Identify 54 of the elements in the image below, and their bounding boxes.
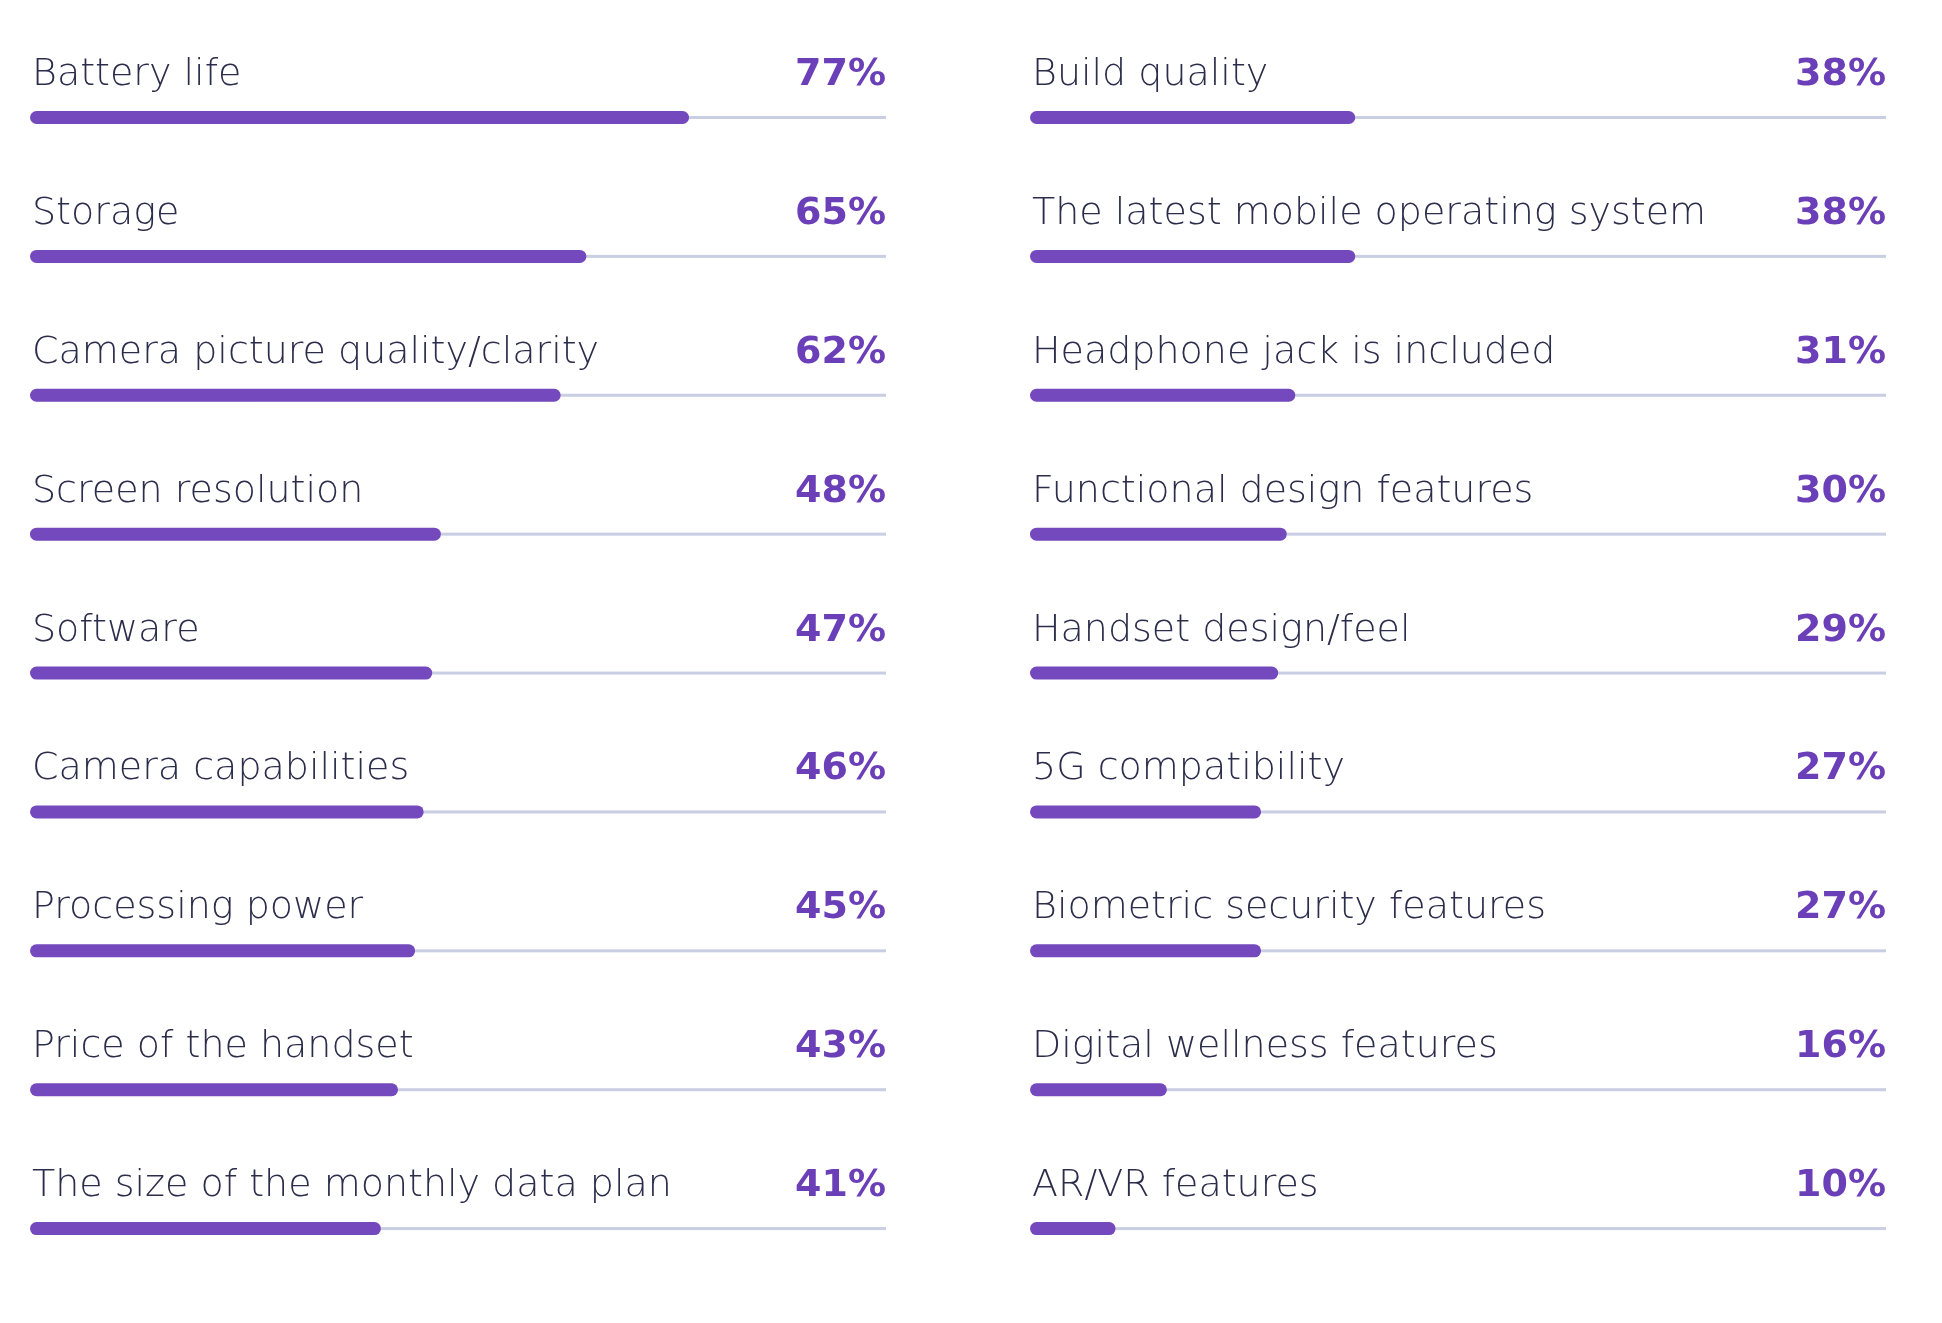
data-label: 27% [1795, 744, 1886, 789]
data-label: 31% [1795, 327, 1886, 372]
bar [1030, 805, 1262, 819]
category-label: Handset design/feel [1032, 605, 1411, 650]
data-label: 65% [795, 188, 886, 233]
bar [1030, 388, 1296, 402]
bar [30, 666, 433, 680]
data-label: 30% [1795, 466, 1886, 511]
bar [1030, 1083, 1167, 1097]
bar [30, 388, 561, 402]
data-label: 41% [795, 1161, 886, 1206]
category-label: Screen resolution [32, 466, 364, 511]
data-label: 27% [1795, 883, 1886, 928]
bar [30, 1083, 399, 1097]
category-label: Digital wellness features [1032, 1022, 1498, 1067]
bar [1030, 666, 1279, 680]
data-label: 43% [795, 1022, 886, 1067]
data-label: 10% [1795, 1161, 1886, 1206]
data-label: 77% [795, 50, 886, 94]
category-label: Biometric security features [1032, 883, 1546, 928]
category-label: AR/VR features [1032, 1161, 1319, 1206]
category-label: Price of the handset [32, 1022, 414, 1067]
category-label: Headphone jack is included [1032, 327, 1556, 372]
category-label: 5G compatibility [1032, 744, 1345, 789]
bar [30, 1222, 381, 1236]
data-label: 47% [795, 605, 886, 650]
category-label: Functional design features [1032, 466, 1534, 511]
category-label: Build quality [1032, 50, 1269, 94]
bar [30, 111, 690, 124]
category-label: The size of the monthly data plan [32, 1161, 672, 1206]
category-label: Camera picture quality/clarity [32, 327, 600, 372]
bar [1030, 527, 1287, 541]
category-label: Camera capabilities [32, 744, 410, 789]
bar [30, 249, 587, 263]
data-label: 48% [795, 466, 886, 511]
data-label: 62% [795, 327, 886, 372]
category-label: Storage [32, 188, 180, 233]
data-label: 16% [1795, 1022, 1886, 1067]
bar [30, 944, 416, 958]
data-label: 46% [795, 744, 886, 789]
bar [30, 805, 424, 819]
bar [30, 527, 441, 541]
category-label: The latest mobile operating system [1032, 188, 1707, 233]
data-label: 38% [1795, 188, 1886, 233]
data-label: 29% [1795, 605, 1886, 650]
data-label: 45% [795, 883, 886, 928]
category-label: Processing power [32, 883, 364, 928]
data-label: 38% [1795, 50, 1886, 94]
category-label: Software [32, 605, 200, 650]
bar [1030, 1222, 1116, 1236]
category-label: Battery life [32, 50, 242, 94]
bar [1030, 944, 1262, 958]
bar [1030, 249, 1356, 263]
bar [1030, 111, 1356, 124]
